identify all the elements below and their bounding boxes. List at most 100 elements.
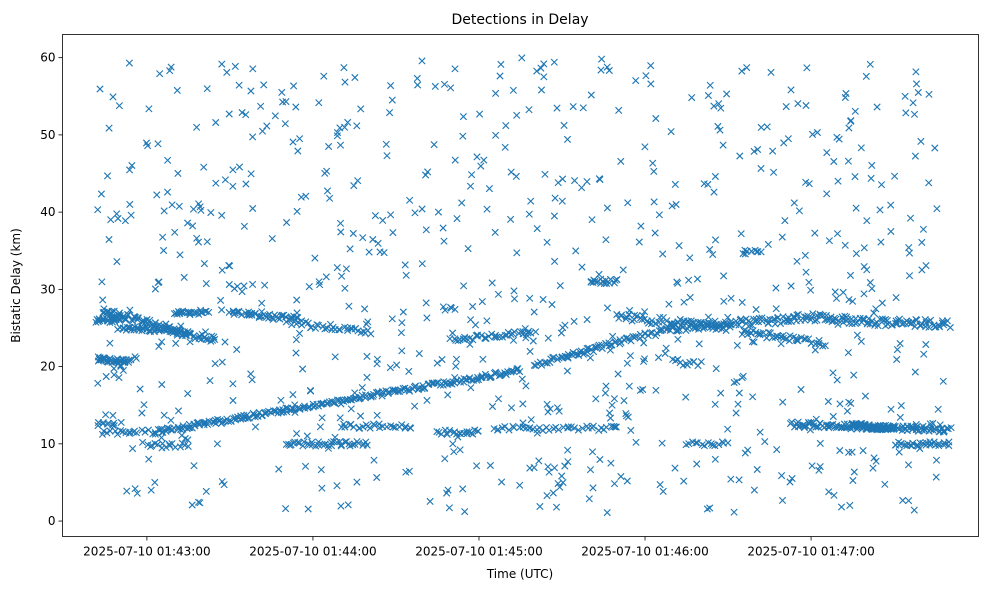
detection-point xyxy=(142,139,151,147)
detection-point xyxy=(773,446,781,454)
detection-point xyxy=(659,487,667,495)
detection-point xyxy=(423,314,431,322)
detection-point xyxy=(674,279,682,287)
detection-point xyxy=(603,509,611,517)
detection-point xyxy=(596,175,604,184)
detection-point xyxy=(491,228,499,236)
detection-point xyxy=(512,172,520,180)
detection-point xyxy=(892,294,900,302)
detection-point xyxy=(248,376,256,384)
detection-point xyxy=(461,508,469,516)
detection-point xyxy=(768,334,776,342)
detection-point xyxy=(845,448,853,456)
detection-point xyxy=(125,356,133,364)
detection-point xyxy=(723,90,731,98)
detection-point xyxy=(917,321,925,329)
detection-point xyxy=(185,329,193,337)
detection-point xyxy=(607,459,615,467)
detection-point xyxy=(889,423,898,431)
detection-point xyxy=(486,461,494,470)
detection-point xyxy=(849,476,857,485)
detection-point xyxy=(373,355,381,363)
detection-point xyxy=(397,329,405,337)
detection-point xyxy=(703,505,711,513)
detection-point xyxy=(510,424,518,432)
detection-point xyxy=(304,319,312,327)
detection-point xyxy=(447,303,455,311)
detection-point xyxy=(841,93,849,102)
x-tick-label: 2025-07-10 01:44:00 xyxy=(249,545,376,559)
detection-point xyxy=(825,488,833,496)
detection-point xyxy=(704,91,712,100)
detection-point xyxy=(555,407,563,415)
detection-point xyxy=(299,365,307,373)
detection-point xyxy=(495,333,504,341)
detection-point xyxy=(852,204,860,212)
detection-point xyxy=(116,316,124,325)
detection-point xyxy=(617,157,625,165)
detection-point xyxy=(488,402,497,411)
detection-point xyxy=(608,401,616,409)
detection-point xyxy=(105,235,113,244)
detection-point xyxy=(354,177,362,185)
detection-point xyxy=(631,311,639,319)
detection-point xyxy=(821,342,829,350)
detection-point xyxy=(570,317,578,325)
detection-point xyxy=(675,242,683,250)
detection-point xyxy=(700,442,708,450)
detection-point xyxy=(193,234,201,242)
detection-point xyxy=(344,501,352,509)
detection-point xyxy=(374,239,382,247)
detection-point xyxy=(932,456,941,464)
detection-point xyxy=(242,111,250,119)
detection-point xyxy=(466,340,474,348)
detection-point xyxy=(451,65,459,73)
detection-point xyxy=(711,400,719,408)
detection-point xyxy=(868,285,876,293)
detection-point xyxy=(720,272,728,280)
detection-point xyxy=(260,81,268,89)
detection-point xyxy=(877,181,886,189)
detection-point xyxy=(263,122,271,130)
detection-point xyxy=(674,355,682,364)
detection-point xyxy=(887,227,895,236)
detection-point xyxy=(748,338,756,346)
detection-point xyxy=(925,323,933,331)
detection-point xyxy=(131,485,139,493)
detection-point xyxy=(494,290,502,298)
detection-point xyxy=(931,425,939,433)
detection-point xyxy=(125,59,133,67)
detection-point xyxy=(862,72,870,80)
detection-point xyxy=(658,439,666,447)
detection-point xyxy=(210,333,218,341)
detection-point xyxy=(559,175,567,183)
detection-point xyxy=(311,254,319,262)
detection-point xyxy=(333,132,341,140)
detection-point xyxy=(676,315,684,324)
detection-point xyxy=(245,414,253,422)
detection-point xyxy=(229,396,237,405)
detection-point xyxy=(277,396,285,404)
detection-point xyxy=(478,298,486,306)
detection-point xyxy=(303,432,311,440)
detection-point xyxy=(123,487,131,495)
detection-point xyxy=(851,107,859,115)
detection-point xyxy=(117,418,125,426)
detection-point xyxy=(649,159,657,167)
detection-point xyxy=(110,371,118,379)
detection-point xyxy=(719,323,727,331)
detection-point xyxy=(518,54,526,62)
detection-point xyxy=(847,117,855,125)
detection-point xyxy=(418,260,426,268)
detection-point xyxy=(225,110,233,118)
detection-point xyxy=(203,238,211,246)
detection-point xyxy=(703,323,711,331)
detection-point xyxy=(338,423,346,431)
detection-point xyxy=(357,105,365,113)
detection-point xyxy=(459,113,467,121)
detection-point xyxy=(711,455,719,463)
detection-point xyxy=(133,489,141,497)
detection-point xyxy=(502,122,510,130)
detection-point xyxy=(811,346,819,354)
detection-point xyxy=(587,91,595,99)
